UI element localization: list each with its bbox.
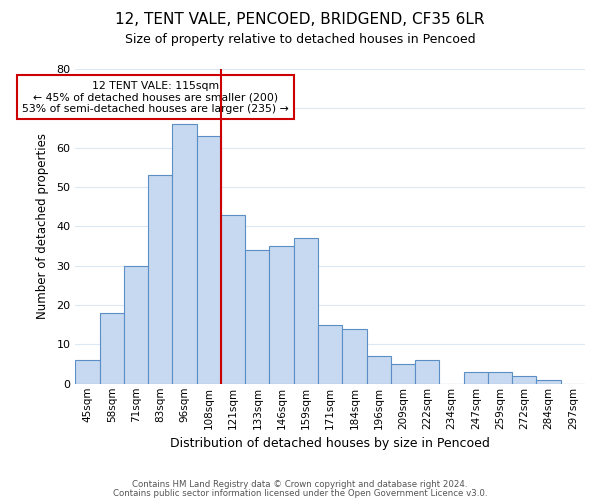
Bar (221, 214, 245, 384)
Bar (197, 136, 221, 384)
Bar (172, 124, 197, 384)
Bar (100, 313, 124, 384)
Bar (124, 266, 148, 384)
Text: Contains HM Land Registry data © Crown copyright and database right 2024.: Contains HM Land Registry data © Crown c… (132, 480, 468, 489)
Bar (367, 356, 391, 384)
Text: Size of property relative to detached houses in Pencoed: Size of property relative to detached ho… (125, 32, 475, 46)
Bar (512, 376, 536, 384)
Text: 12, TENT VALE, PENCOED, BRIDGEND, CF35 6LR: 12, TENT VALE, PENCOED, BRIDGEND, CF35 6… (115, 12, 485, 28)
Bar (245, 250, 269, 384)
Bar (391, 364, 415, 384)
Bar (269, 246, 294, 384)
Text: 12 TENT VALE: 115sqm
← 45% of detached houses are smaller (200)
53% of semi-deta: 12 TENT VALE: 115sqm ← 45% of detached h… (22, 81, 289, 114)
Bar (488, 372, 512, 384)
Bar (342, 328, 367, 384)
X-axis label: Distribution of detached houses by size in Pencoed: Distribution of detached houses by size … (170, 437, 490, 450)
Y-axis label: Number of detached properties: Number of detached properties (37, 134, 49, 320)
Bar (148, 175, 172, 384)
Bar (76, 360, 100, 384)
Bar (536, 380, 561, 384)
Bar (415, 360, 439, 384)
Bar (294, 238, 318, 384)
Bar (464, 372, 488, 384)
Text: Contains public sector information licensed under the Open Government Licence v3: Contains public sector information licen… (113, 488, 487, 498)
Bar (318, 324, 342, 384)
